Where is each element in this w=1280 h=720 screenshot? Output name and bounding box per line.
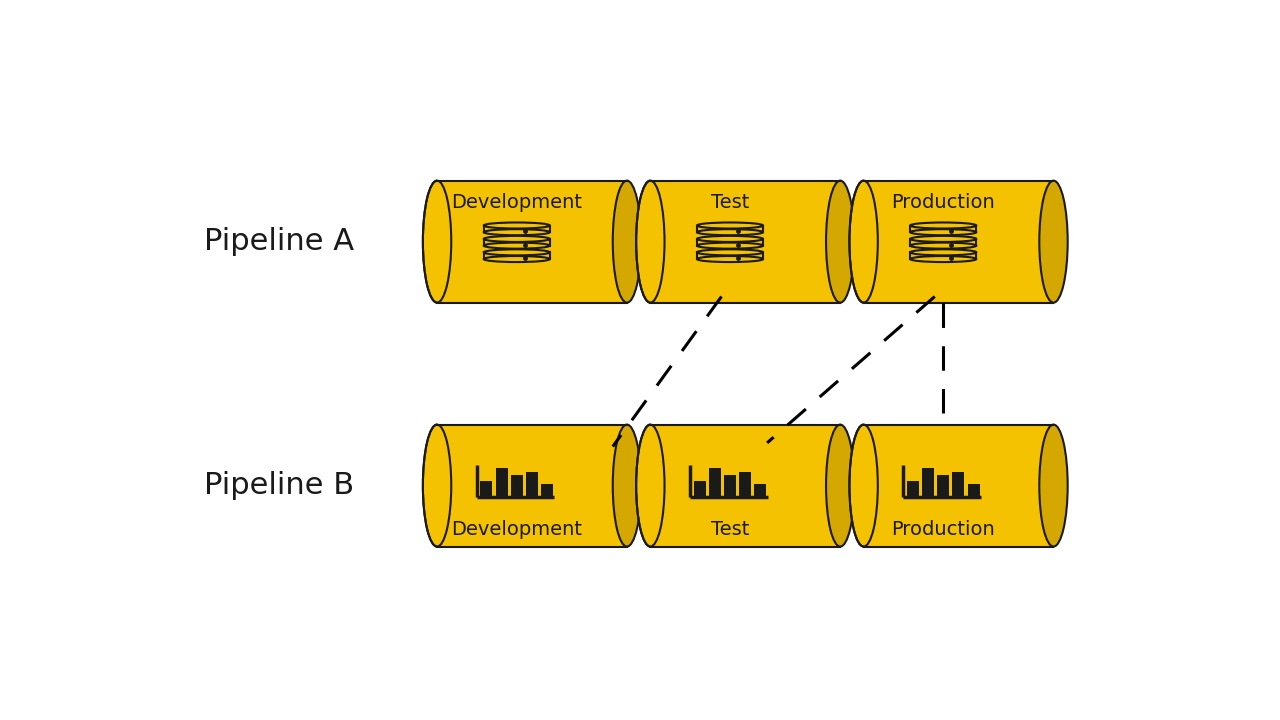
- Ellipse shape: [422, 425, 452, 546]
- Ellipse shape: [484, 243, 549, 248]
- Bar: [922, 468, 934, 498]
- Ellipse shape: [850, 181, 878, 302]
- Ellipse shape: [422, 181, 452, 302]
- Bar: [526, 472, 538, 498]
- Ellipse shape: [1039, 425, 1068, 546]
- Text: Production: Production: [891, 520, 995, 539]
- Bar: [650, 425, 840, 546]
- Bar: [952, 472, 965, 498]
- Ellipse shape: [484, 222, 549, 228]
- Text: Pipeline B: Pipeline B: [204, 471, 355, 500]
- Ellipse shape: [613, 425, 641, 546]
- Bar: [754, 484, 767, 498]
- Text: Development: Development: [452, 193, 582, 212]
- Ellipse shape: [484, 236, 549, 242]
- Ellipse shape: [910, 243, 977, 248]
- Bar: [698, 239, 763, 248]
- Bar: [495, 468, 508, 498]
- Ellipse shape: [636, 425, 664, 546]
- Ellipse shape: [698, 249, 763, 256]
- Bar: [484, 239, 549, 248]
- Text: Production: Production: [891, 193, 995, 212]
- Bar: [864, 425, 1053, 546]
- Text: Test: Test: [710, 193, 749, 212]
- Bar: [511, 475, 522, 498]
- Bar: [436, 425, 627, 546]
- Ellipse shape: [1039, 181, 1068, 302]
- Bar: [864, 181, 1053, 302]
- Bar: [910, 225, 977, 235]
- Bar: [484, 225, 549, 235]
- Ellipse shape: [910, 256, 977, 262]
- Ellipse shape: [484, 256, 549, 262]
- Ellipse shape: [910, 229, 977, 235]
- Ellipse shape: [698, 243, 763, 248]
- Ellipse shape: [698, 229, 763, 235]
- Bar: [910, 252, 977, 262]
- Ellipse shape: [826, 425, 855, 546]
- Bar: [908, 481, 919, 498]
- Bar: [484, 252, 549, 262]
- Bar: [650, 181, 840, 302]
- Bar: [910, 239, 977, 248]
- Bar: [724, 475, 736, 498]
- Bar: [698, 252, 763, 262]
- Ellipse shape: [698, 236, 763, 242]
- Ellipse shape: [698, 256, 763, 262]
- Ellipse shape: [910, 222, 977, 228]
- Ellipse shape: [636, 181, 664, 302]
- Ellipse shape: [910, 236, 977, 242]
- Ellipse shape: [850, 425, 878, 546]
- Ellipse shape: [910, 249, 977, 256]
- Bar: [541, 484, 553, 498]
- Bar: [968, 484, 979, 498]
- Ellipse shape: [826, 181, 855, 302]
- Bar: [436, 181, 627, 302]
- Bar: [937, 475, 950, 498]
- Ellipse shape: [484, 229, 549, 235]
- Bar: [739, 472, 751, 498]
- Text: Pipeline A: Pipeline A: [204, 227, 355, 256]
- Bar: [694, 481, 705, 498]
- Bar: [698, 225, 763, 235]
- Text: Development: Development: [452, 520, 582, 539]
- Ellipse shape: [484, 249, 549, 256]
- Ellipse shape: [698, 222, 763, 228]
- Bar: [709, 468, 721, 498]
- Bar: [480, 481, 493, 498]
- Text: Test: Test: [710, 520, 749, 539]
- Ellipse shape: [613, 181, 641, 302]
